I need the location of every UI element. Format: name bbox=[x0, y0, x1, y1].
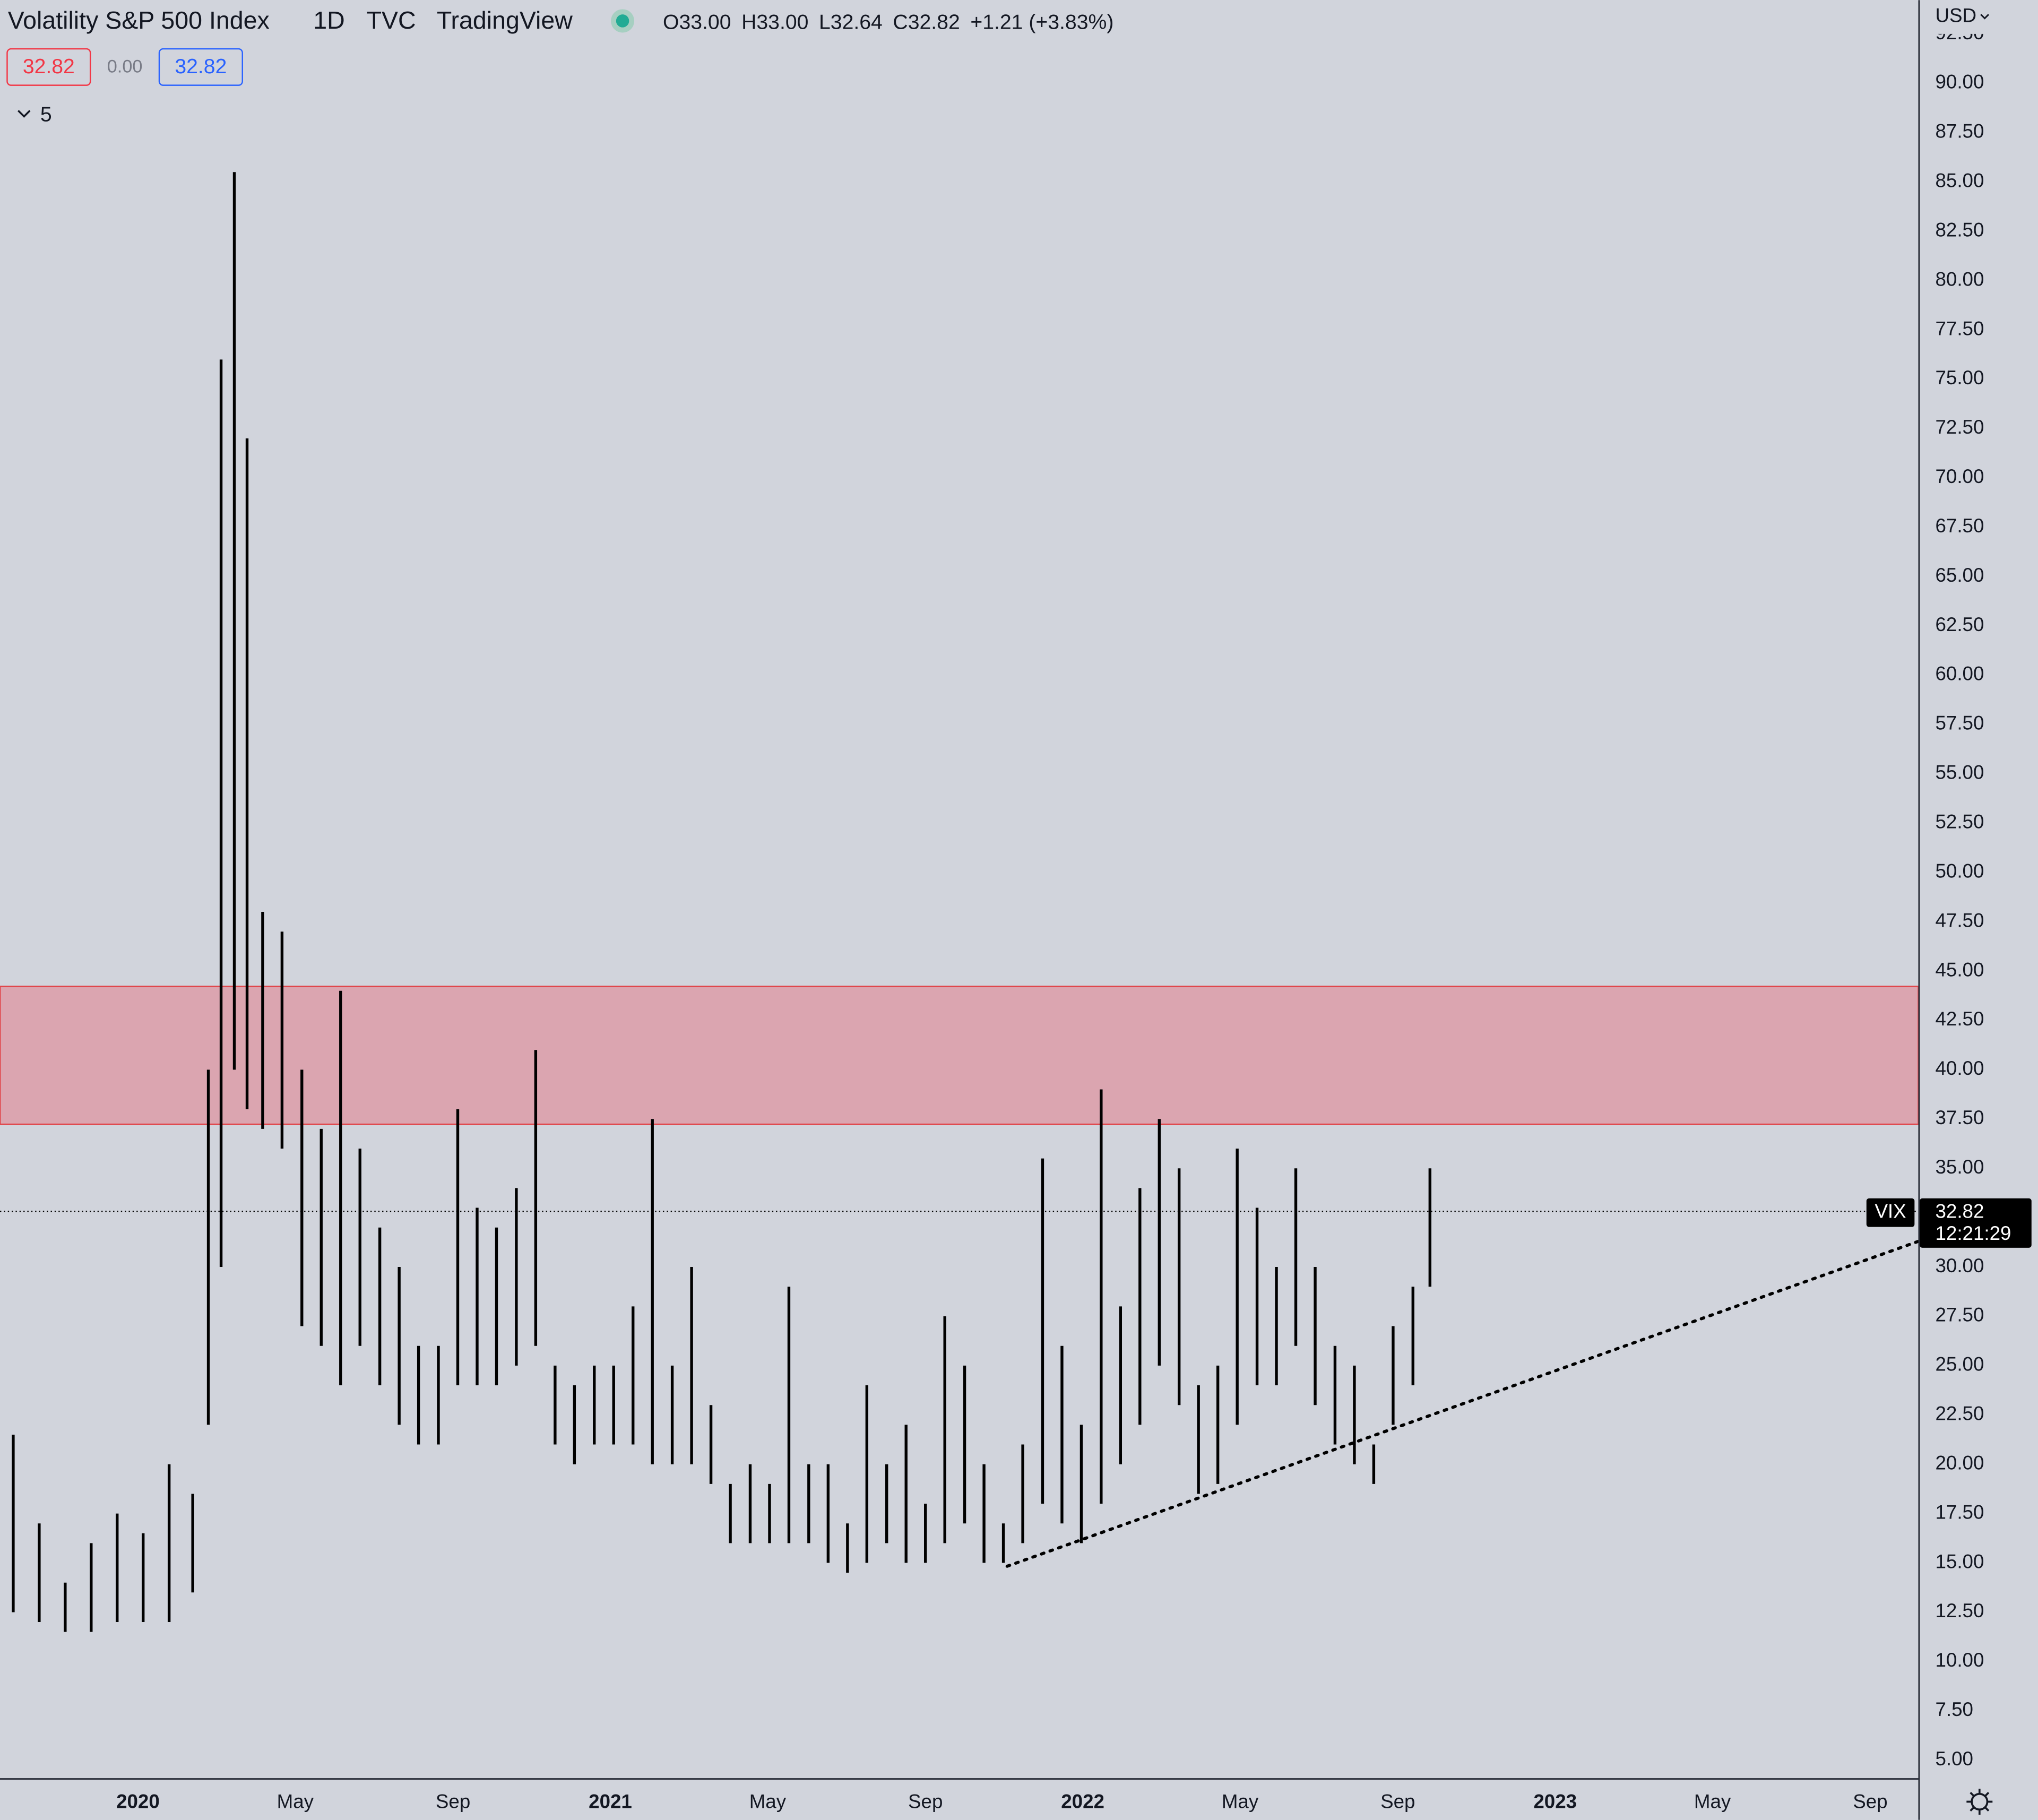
y-tick-label: 7.50 bbox=[1936, 1698, 1973, 1720]
gear-teeth bbox=[1966, 1789, 1993, 1815]
series-tag-bg bbox=[1866, 1198, 1915, 1227]
y-tick-label: 72.50 bbox=[1936, 416, 1984, 438]
exchange: TVC bbox=[367, 6, 416, 34]
y-tick-label: 30.00 bbox=[1936, 1255, 1984, 1276]
y-tick-label: 62.50 bbox=[1936, 614, 1984, 635]
y-tick-label: 12.50 bbox=[1936, 1600, 1984, 1621]
y-tick-label: 70.00 bbox=[1936, 465, 1984, 487]
ohlc-key: C bbox=[893, 11, 908, 34]
x-tick-label: May bbox=[277, 1791, 314, 1813]
x-tick-label: 2022 bbox=[1061, 1791, 1104, 1813]
series-tag: VIX bbox=[1875, 1200, 1906, 1222]
ohlc-value: 32.82 bbox=[908, 11, 960, 34]
x-tick-label: May bbox=[1694, 1791, 1731, 1813]
ohlc-values: O33.00 H33.00 L32.64 C32.82 +1.21 (+3.83%) bbox=[663, 11, 1113, 34]
source: TradingView bbox=[437, 6, 573, 34]
x-tick-label: 2023 bbox=[1533, 1791, 1577, 1813]
y-tick-label: 87.50 bbox=[1936, 120, 1984, 142]
last-price-label: 32.82 bbox=[1936, 1200, 1984, 1222]
y-tick-label: 45.00 bbox=[1936, 959, 1984, 980]
y-tick-label: 80.00 bbox=[1936, 268, 1984, 290]
y-tick-label: 35.00 bbox=[1936, 1156, 1984, 1178]
y-tick-label: 77.50 bbox=[1936, 317, 1984, 339]
market-status-dot[interactable] bbox=[616, 14, 629, 28]
currency-button-bg[interactable] bbox=[1923, 0, 2038, 34]
x-tick-label: May bbox=[1222, 1791, 1259, 1813]
buy-badge[interactable] bbox=[158, 48, 243, 86]
currency-button[interactable]: USD bbox=[1936, 5, 1977, 27]
y-tick-label: 85.00 bbox=[1936, 170, 1984, 192]
x-tick-label: 2021 bbox=[589, 1791, 632, 1813]
y-tick-label: 82.50 bbox=[1936, 219, 1984, 241]
chart-title[interactable]: Volatility S&P 500 Index bbox=[8, 6, 270, 34]
sell-badge[interactable] bbox=[6, 48, 91, 86]
indicator-count[interactable]: 5 bbox=[40, 103, 52, 126]
trend-line bbox=[1005, 1239, 1920, 1568]
y-tick-label: 65.00 bbox=[1936, 564, 1984, 586]
y-tick-label: 75.00 bbox=[1936, 367, 1984, 389]
y-tick-label: 52.50 bbox=[1936, 811, 1984, 833]
y-tick-label: 40.00 bbox=[1936, 1057, 1984, 1079]
y-tick-label: 27.50 bbox=[1936, 1304, 1984, 1326]
y-tick-label: 50.00 bbox=[1936, 860, 1984, 882]
y-tick-label: 55.00 bbox=[1936, 762, 1984, 783]
y-tick-label: 67.50 bbox=[1936, 515, 1984, 537]
currency-chevron bbox=[1980, 14, 1989, 20]
indicators-chevron[interactable] bbox=[18, 110, 31, 118]
ohlc-key: L bbox=[819, 11, 831, 34]
x-tick-label: Sep bbox=[908, 1791, 943, 1813]
y-tick-label: 37.50 bbox=[1936, 1107, 1984, 1128]
y-tick-label: 5.00 bbox=[1936, 1748, 1973, 1770]
plot-area bbox=[0, 172, 1920, 1632]
change: +1.21 (+3.83%) bbox=[970, 11, 1113, 34]
ohlc-key: O bbox=[663, 11, 679, 34]
y-tick-label: 47.50 bbox=[1936, 909, 1984, 931]
y-tick-label: 60.00 bbox=[1936, 663, 1984, 685]
buy-price[interactable]: 32.82 bbox=[175, 55, 227, 78]
x-tick-label: Sep bbox=[436, 1791, 470, 1813]
ohlc-key: H bbox=[741, 11, 756, 34]
x-tick-label: Sep bbox=[1380, 1791, 1415, 1813]
interval[interactable]: 1D bbox=[313, 6, 344, 34]
y-tick-label: 10.00 bbox=[1936, 1649, 1984, 1671]
x-tick-label: May bbox=[749, 1791, 787, 1813]
y-tick-label: 17.50 bbox=[1936, 1501, 1984, 1523]
spread: 0.00 bbox=[107, 57, 143, 77]
y-tick-label: 90.00 bbox=[1936, 71, 1984, 93]
y-tick-label: 15.00 bbox=[1936, 1550, 1984, 1572]
ohlc-value: 33.00 bbox=[756, 11, 808, 34]
axes: 5.00 7.50 10.00 12.50 15.00 17.50 20.00 22.50 25… bbox=[116, 22, 2032, 1813]
countdown: 12:21:29 bbox=[1936, 1222, 2011, 1244]
y-tick-label: 42.50 bbox=[1936, 1008, 1984, 1030]
resistance-zone bbox=[0, 986, 1920, 1125]
x-tick-label: 2020 bbox=[116, 1791, 160, 1813]
ohlc-value: 33.00 bbox=[679, 11, 731, 34]
y-tick-label: 57.50 bbox=[1936, 712, 1984, 734]
sell-price[interactable]: 32.82 bbox=[23, 55, 75, 78]
x-tick-label: Sep bbox=[1853, 1791, 1887, 1813]
ohlc-value: 32.64 bbox=[831, 11, 883, 34]
y-tick-label: 25.00 bbox=[1936, 1353, 1984, 1375]
y-tick-label: 22.50 bbox=[1936, 1403, 1984, 1425]
last-price-tag-bg bbox=[1920, 1198, 2032, 1248]
y-tick-label: 20.00 bbox=[1936, 1452, 1984, 1473]
settings-icon[interactable] bbox=[1966, 1789, 1993, 1815]
